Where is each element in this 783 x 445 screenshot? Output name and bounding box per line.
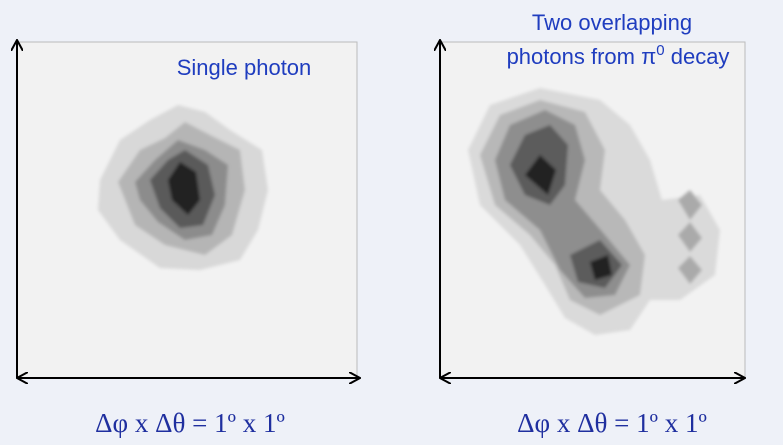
panel-title: Single photon (177, 55, 312, 80)
left-panel: Single photon Δφ x Δθ = 1º x 1º (17, 40, 360, 438)
title-text: decay (665, 44, 730, 69)
axis-label: Δφ x Δθ = 1º x 1º (95, 408, 285, 438)
title-text: photons from π (507, 44, 657, 69)
energy-deposit (468, 88, 720, 335)
title-superscript: 0 (656, 42, 664, 59)
energy-deposit (98, 105, 268, 270)
panel-title-line: Two overlapping (532, 10, 692, 35)
panel-title-line: photons from π0 decay (507, 42, 730, 69)
right-panel: Two overlapping photons from π0 decay Δφ… (440, 10, 745, 438)
axis-label: Δφ x Δθ = 1º x 1º (517, 408, 707, 438)
